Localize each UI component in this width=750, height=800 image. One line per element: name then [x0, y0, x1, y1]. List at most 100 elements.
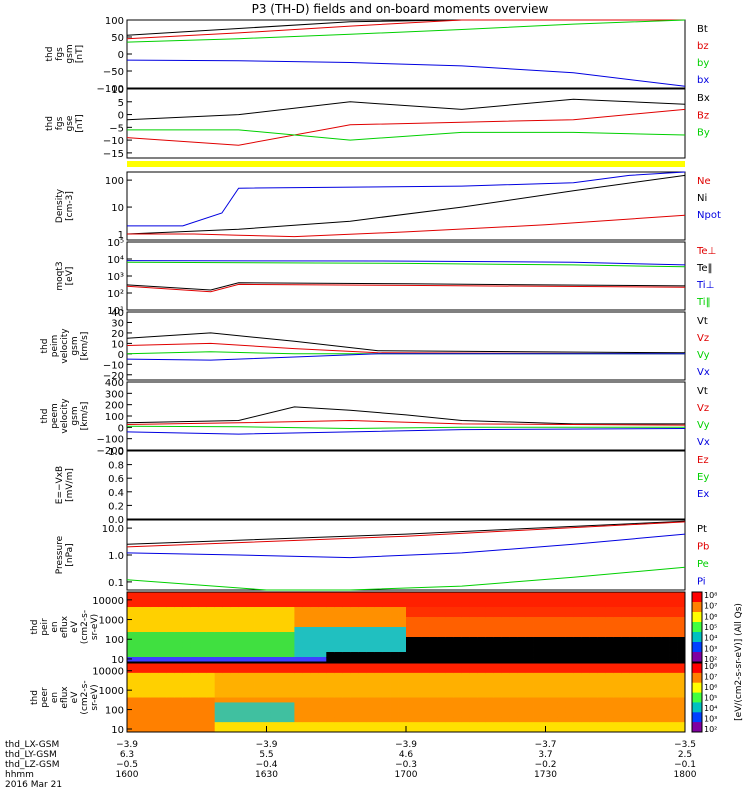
spectrogram-cell [501, 707, 511, 713]
spectrogram-cell [326, 667, 335, 674]
x-axis-annotation: thd_LX-GSM −3.9 −3.9 −3.9 −3.7 −3.5thd_LY-GSM… [5, 726, 697, 790]
spectrogram-cell [358, 647, 367, 653]
spectrogram-cell [501, 702, 511, 708]
spectrogram-cell [198, 602, 208, 608]
spectrogram-cell [413, 687, 423, 693]
spectrogram-cell [581, 667, 590, 674]
spectrogram-cell [350, 607, 359, 613]
spectrogram-cell [190, 657, 200, 663]
spectrogram-cell [302, 697, 311, 703]
y-axis-label-line: eflux [60, 615, 70, 638]
spectrogram-cell [310, 647, 319, 653]
spectrogram-cell [549, 607, 558, 613]
spectrogram-cell [661, 597, 670, 603]
spectrogram-cell [382, 592, 391, 598]
spectrogram-cell [382, 612, 391, 618]
spectrogram-cell [421, 712, 431, 718]
spectrogram-cell [597, 652, 606, 658]
spectrogram-cell [517, 667, 526, 674]
spectrogram-cell [629, 607, 638, 613]
spectrogram-cell [453, 642, 463, 648]
spectrogram-cell [318, 652, 327, 658]
spectrogram-cell [254, 622, 263, 628]
y-axis-label: Density[cm-3] [55, 188, 75, 223]
spectrogram-cell [629, 637, 638, 643]
spectrogram-cell [150, 602, 160, 608]
spectrogram-cell [127, 702, 136, 708]
spectrogram-cell [230, 627, 239, 633]
spectrogram-cell [421, 722, 431, 728]
spectrogram-cell [589, 722, 598, 728]
spectrogram-cell [533, 602, 542, 608]
spectrogram-cell [390, 717, 399, 723]
spectrogram-cell [358, 672, 367, 679]
spectrogram-cell [318, 682, 327, 689]
spectrogram-cell [525, 592, 534, 598]
spectrogram-cell [382, 627, 391, 633]
spectrogram-cell [469, 707, 479, 713]
spectrogram-cell [238, 602, 247, 608]
spectrogram-cell [127, 727, 136, 733]
spectrogram-cell [437, 717, 447, 723]
spectrogram-cell [589, 672, 598, 679]
y-axis-label-line: gsm [70, 406, 80, 425]
spectrogram-cell [613, 717, 622, 723]
spectrogram-cell [493, 632, 503, 638]
spectrogram-cell [142, 612, 152, 618]
spectrogram-cell [565, 663, 574, 669]
spectrogram-cell [310, 592, 319, 598]
spectrogram-cell [485, 652, 495, 658]
spectrogram-cell [246, 672, 255, 679]
spectrogram-cell [127, 677, 136, 684]
spectrogram-cell [166, 717, 176, 723]
y-tick-label: 10 [111, 203, 124, 214]
spectrogram-cell [166, 712, 176, 718]
spectrogram-cell [629, 597, 638, 603]
spectrogram-cell [166, 597, 176, 603]
spectrogram-cell [350, 727, 359, 733]
spectrogram-cell [214, 687, 224, 693]
spectrogram-cell [629, 717, 638, 723]
spectrogram-cell [166, 672, 176, 679]
spectrogram-cell [326, 597, 335, 603]
spectrogram-cell [262, 717, 271, 723]
spectrogram-cell [158, 727, 168, 733]
spectrogram-cell [294, 712, 303, 718]
spectrogram-cell [573, 712, 582, 718]
spectrogram-cell [198, 663, 208, 669]
spectrogram-cell [445, 622, 455, 628]
spectrogram-cell [413, 663, 423, 669]
spectrogram-cell [621, 627, 630, 633]
spectrogram-cell [150, 697, 160, 703]
spectrogram-cell [142, 692, 152, 698]
spectrogram-cell [374, 702, 383, 708]
spectrogram-cell [629, 617, 638, 623]
spectrogram-cell [318, 622, 327, 628]
spectrogram-cell [413, 677, 423, 684]
spectrogram-cell [669, 607, 678, 613]
spectrogram-cell [565, 632, 574, 638]
spectrogram-cell [127, 712, 136, 718]
spectrogram-cell [262, 632, 271, 638]
spectrogram-cell [270, 687, 279, 693]
y-tick-label: −15 [103, 149, 124, 160]
spectrogram-cell [142, 637, 152, 643]
spectrogram-cell [310, 597, 319, 603]
spectrogram-cell [661, 622, 670, 628]
spectrogram-cell [629, 697, 638, 703]
spectrogram-cell [222, 617, 232, 623]
spectrogram-cell [278, 687, 287, 693]
y-tick-label: 100 [105, 412, 124, 423]
spectrogram-cell [645, 652, 654, 658]
spectrogram-cell [158, 622, 168, 628]
spectrogram-cell [350, 697, 359, 703]
spectrogram-cell [190, 702, 200, 708]
spectrogram-cell [557, 702, 566, 708]
spectrogram-cell [222, 677, 232, 684]
spectrogram-cell [613, 663, 622, 669]
spectrogram-cell [182, 702, 192, 708]
spectrogram-cell [238, 672, 247, 679]
spectrogram-cell [533, 642, 542, 648]
spectrogram-cell [342, 642, 351, 648]
